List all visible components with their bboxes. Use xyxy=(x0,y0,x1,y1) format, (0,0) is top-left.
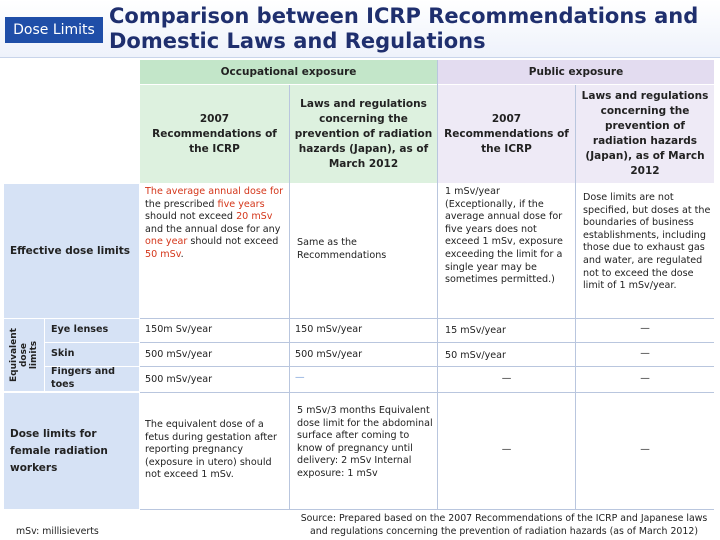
page-title: Comparison between ICRP Recommendations … xyxy=(109,4,717,54)
effective-occ-law: Same as the Recommendations xyxy=(297,237,387,261)
equivalent-group-cell xyxy=(4,319,44,391)
unit-note: mSv: millisieverts xyxy=(16,526,99,537)
grid-line xyxy=(140,342,714,343)
skin-pub-law: — xyxy=(640,347,650,359)
skin-occ-law: 500 mSv/year xyxy=(295,349,363,360)
fingers-pub-icrp: — xyxy=(501,372,512,384)
pub-law-header: Laws and regulations concerning the prev… xyxy=(576,85,714,183)
grid-line xyxy=(289,85,290,510)
grid-line xyxy=(140,318,714,319)
effective-pub-law: Dose limits are not specified, but doses… xyxy=(583,192,711,292)
skin-pub-icrp: 50 mSv/year xyxy=(445,350,507,361)
eye-occ-law: 150 mSv/year xyxy=(295,324,363,335)
female-occ-icrp: The equivalent dose of a fetus during ge… xyxy=(145,419,277,481)
pub-icrp-header: 2007 Recommendations of the ICRP xyxy=(438,85,575,183)
grid-line xyxy=(140,366,714,367)
occupational-header: Occupational exposure xyxy=(140,60,437,84)
grid-line xyxy=(437,60,438,510)
eye-lenses-label: Eye lenses xyxy=(45,319,139,342)
occ-law-header: Laws and regulations concerning the prev… xyxy=(290,85,437,183)
skin-occ-icrp: 500 mSv/year xyxy=(145,349,213,360)
title-line-2: Domestic Laws and Regulations xyxy=(109,29,486,53)
eye-occ-icrp: 150m Sv/year xyxy=(145,324,213,335)
female-workers-label: Dose limits for female radiation workers xyxy=(4,393,139,509)
grid-line xyxy=(140,509,714,510)
occ-icrp-header: 2007 Recommendations of the ICRP xyxy=(140,85,289,183)
fingers-occ-law: — xyxy=(295,372,305,383)
effective-pub-icrp: 1 mSv/year (Exceptionally, if the averag… xyxy=(445,186,563,286)
effective-dose-label: Effective dose limits xyxy=(4,184,139,318)
eye-pub-icrp: 15 mSv/year xyxy=(445,325,507,336)
section-tag: Dose Limits xyxy=(5,17,103,43)
fingers-occ-icrp: 500 mSv/year xyxy=(145,374,213,385)
skin-label: Skin xyxy=(45,343,139,366)
female-pub-icrp: — xyxy=(501,443,512,455)
effective-occ-icrp: The average annual dose for the prescrib… xyxy=(145,186,284,260)
female-occ-law: 5 mSv/3 months Equivalent dose limit for… xyxy=(297,405,433,479)
slide-header: Dose Limits Comparison between ICRP Reco… xyxy=(0,0,720,58)
grid-line xyxy=(575,85,576,510)
fingers-pub-law: — xyxy=(640,372,650,384)
female-pub-law: — xyxy=(640,443,650,455)
grid-line xyxy=(140,392,714,393)
source-note: Source: Prepared based on the 2007 Recom… xyxy=(300,513,708,537)
public-header: Public exposure xyxy=(438,60,714,84)
title-line-1: Comparison between ICRP Recommendations … xyxy=(109,4,699,28)
eye-pub-law: — xyxy=(640,322,650,334)
fingers-toes-label: Fingers and toes xyxy=(45,367,139,391)
equivalent-group-label: Equivalent dose limits xyxy=(9,328,40,382)
